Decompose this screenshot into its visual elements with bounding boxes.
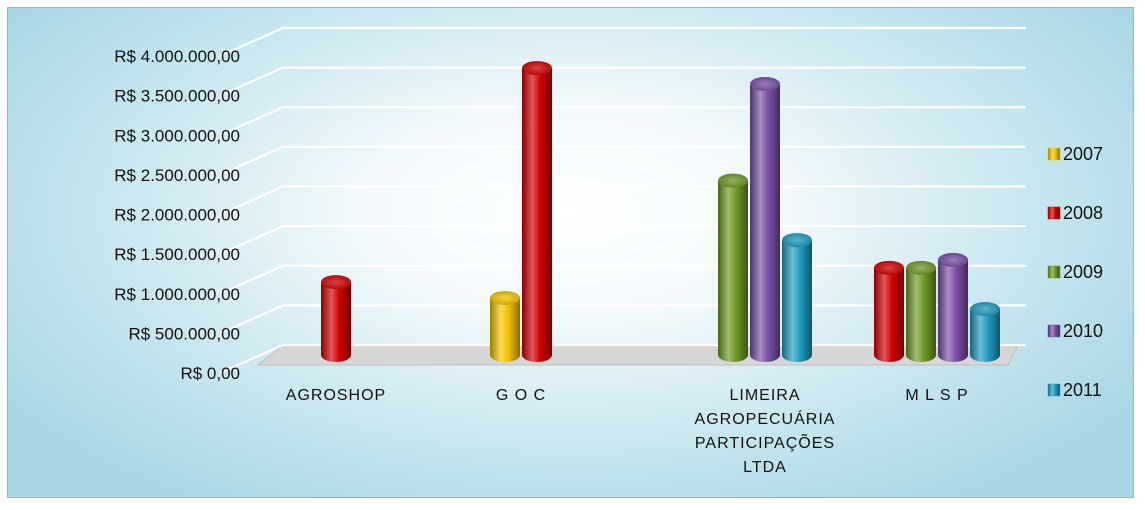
chart-area: R$ 0,00 R$ 500.000,00 R$ 1.000.000,00 R$ 1.…	[7, 7, 1134, 498]
legend-item-2008: 2008	[1047, 203, 1103, 223]
category-label: AGROSHOP	[286, 387, 386, 404]
y-tick-label: R$ 0,00	[180, 364, 240, 383]
category-label: G O C	[496, 387, 546, 404]
bar-body	[490, 297, 520, 362]
bar-2008-3	[874, 260, 904, 362]
bar-2011-3	[970, 302, 1000, 362]
bar-body	[782, 240, 812, 362]
y-axis-tick-labels: R$ 0,00 R$ 500.000,00 R$ 1.000.000,00 R$ 1.…	[114, 47, 240, 383]
gridline	[219, 106, 1026, 137]
bar-top	[321, 275, 351, 290]
category-label: PARTICIPAÇÕES	[695, 432, 835, 452]
y-tick-label: R$ 2.000.000,00	[114, 206, 240, 225]
bar-top	[970, 302, 1000, 317]
legend-label: 2011	[1063, 380, 1102, 400]
legend: 2007 2008 2009 2010 2011	[1047, 144, 1103, 400]
bar-top	[782, 233, 812, 248]
y-tick-label: R$ 2.500.000,00	[114, 166, 240, 185]
category-label: M L S P	[905, 387, 968, 404]
bar-2009-3	[906, 260, 936, 362]
legend-swatch	[1047, 383, 1061, 397]
legend-item-2009: 2009	[1047, 262, 1103, 282]
y-tick-label: R$ 4.000.000,00	[114, 47, 240, 66]
bar-body	[321, 282, 351, 362]
bar-chart: R$ 0,00 R$ 500.000,00 R$ 1.000.000,00 R$ 1.…	[114, 26, 1103, 476]
category-label: LTDA	[743, 459, 787, 476]
bar-top	[906, 260, 936, 275]
y-tick-label: R$ 1.000.000,00	[114, 285, 240, 304]
legend-label: 2008	[1063, 203, 1103, 223]
bar-top	[750, 76, 780, 91]
bar-2008-0	[321, 275, 351, 362]
bar-body	[718, 180, 748, 362]
bar-top	[874, 260, 904, 275]
bar-top	[718, 173, 748, 188]
legend-item-2010: 2010	[1047, 321, 1103, 341]
bar-body	[750, 83, 780, 362]
legend-label: 2009	[1063, 262, 1103, 282]
bar-top	[938, 252, 968, 267]
bars	[321, 61, 1000, 363]
legend-item-2011: 2011	[1047, 380, 1102, 400]
bar-body	[938, 259, 968, 362]
legend-swatch	[1047, 147, 1061, 161]
y-tick-label: R$ 3.500.000,00	[114, 87, 240, 106]
legend-label: 2010	[1063, 321, 1103, 341]
bar-2011-2	[782, 233, 812, 362]
gridline	[219, 66, 1026, 97]
bar-2008-1	[522, 61, 552, 363]
bar-top	[522, 61, 552, 76]
gridline	[219, 185, 1026, 216]
category-label: AGROPECUÁRIA	[695, 409, 836, 428]
legend-swatch	[1047, 206, 1061, 220]
legend-label: 2007	[1063, 144, 1103, 164]
bar-body	[970, 309, 1000, 362]
x-axis-category-labels: AGROSHOP G O C LIMEIRA AGROPECUÁRIA PARTICIP…	[286, 387, 968, 476]
y-tick-label: R$ 500.000,00	[128, 324, 240, 343]
bar-top	[490, 290, 520, 305]
legend-swatch	[1047, 265, 1061, 279]
bar-body	[522, 68, 552, 363]
category-label: LIMEIRA	[729, 387, 800, 404]
legend-swatch	[1047, 324, 1061, 338]
gridline	[219, 225, 1026, 256]
bar-2010-3	[938, 252, 968, 362]
gridline	[219, 145, 1026, 176]
bar-2010-2	[750, 76, 780, 362]
bar-2007-1	[490, 290, 520, 362]
bar-body	[874, 267, 904, 362]
bar-body	[906, 267, 936, 362]
y-tick-label: R$ 3.000.000,00	[114, 126, 240, 145]
legend-item-2007: 2007	[1047, 144, 1103, 164]
gridline	[219, 26, 1026, 58]
y-tick-label: R$ 1.500.000,00	[114, 245, 240, 264]
bar-2009-2	[718, 173, 748, 362]
